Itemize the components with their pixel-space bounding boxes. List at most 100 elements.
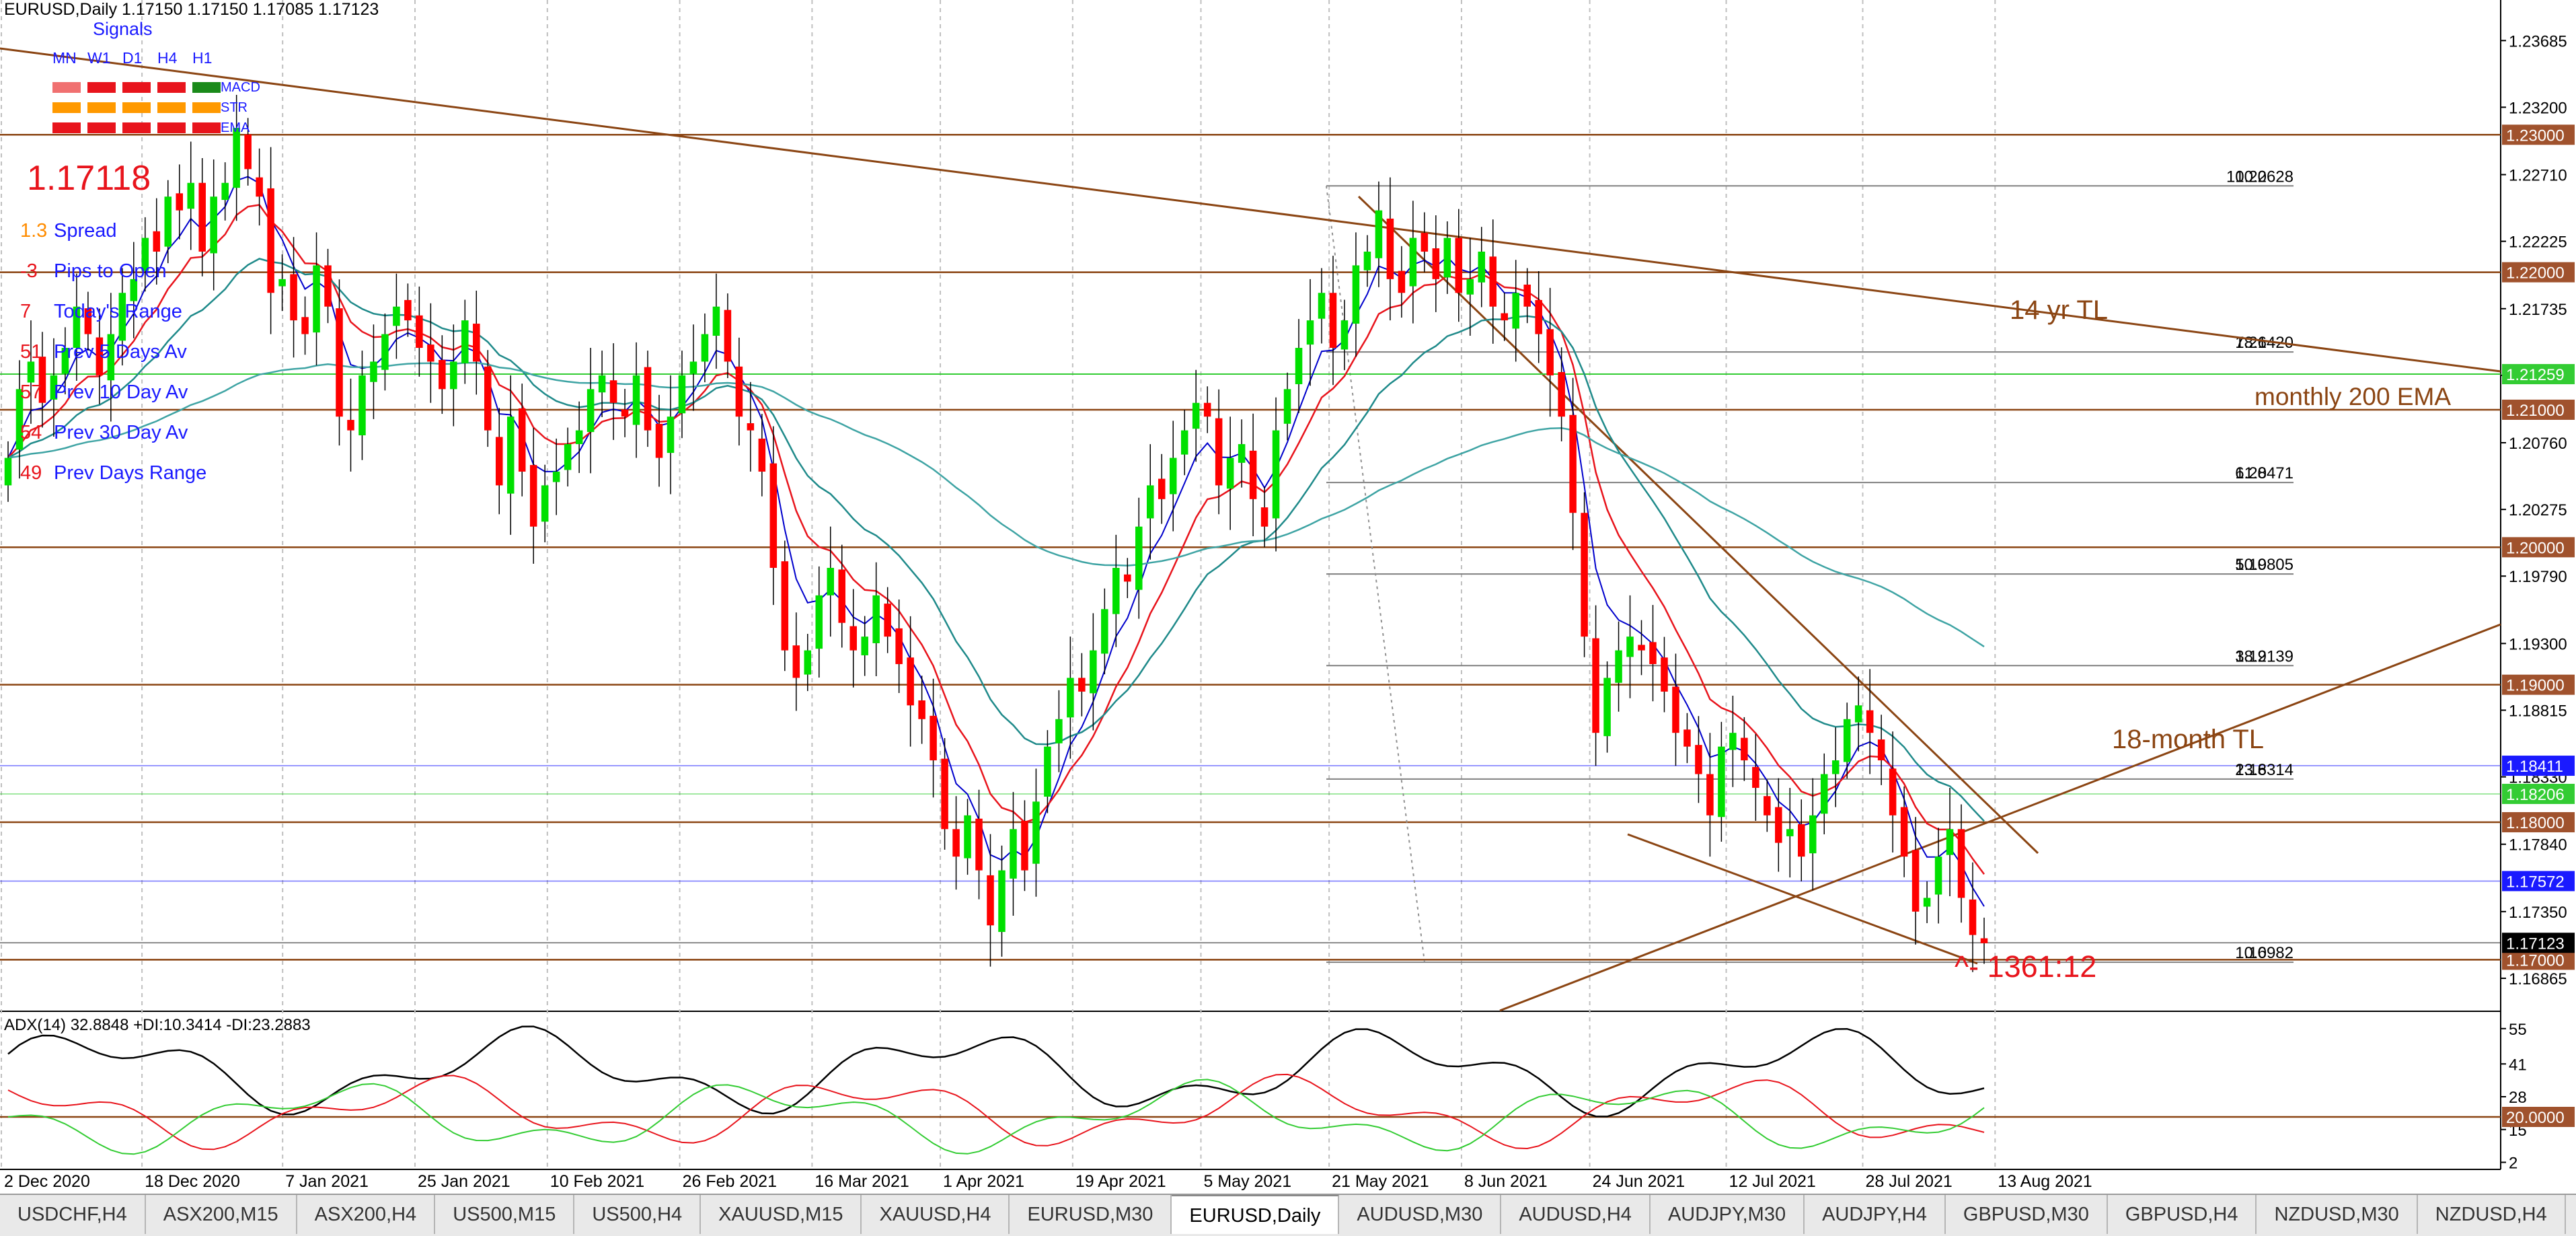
candle-body (1101, 609, 1108, 654)
level-price-label: 1.23000 (2506, 126, 2565, 145)
candle-body (918, 700, 925, 719)
chart-tab-bar: USDCHF,H4 ASX200,M15 ASX200,H4 US500,M15… (0, 1194, 2576, 1236)
tab-xauusd-m15[interactable]: XAUUSD,M15 (701, 1195, 862, 1234)
candle-body (1010, 829, 1017, 879)
tab-more[interactable]: U (2566, 1195, 2576, 1234)
candle-body (1831, 760, 1840, 774)
symbol-info: EURUSD,Daily 1.17150 1.17150 1.17085 1.1… (4, 0, 379, 19)
tab-usdchf-h4[interactable]: USDCHF,H4 (0, 1195, 146, 1234)
tab-nzdusd-h4[interactable]: NZDUSD,H4 (2418, 1195, 2566, 1234)
candle-body (1718, 746, 1725, 817)
candle-body (849, 626, 857, 651)
candle-body (884, 604, 891, 637)
candle-body (1626, 637, 1634, 657)
signal-cell (87, 122, 116, 133)
level-price-box (2502, 399, 2575, 420)
candle-body (552, 471, 560, 482)
candle-body (130, 279, 138, 301)
candle-body (529, 465, 537, 527)
tab-eurusd-daily[interactable]: EURUSD,Daily (1172, 1195, 1340, 1234)
stat-value: 1.3 (20, 220, 47, 242)
stat-label: Pips to Open (54, 260, 167, 282)
candle-body (1820, 774, 1828, 814)
y-tick-label: 1.19300 (2509, 635, 2567, 653)
candle-body (1786, 829, 1794, 836)
y-tick-label: 1.23685 (2509, 32, 2567, 50)
tab-eurusd-m30[interactable]: EURUSD,M30 (1010, 1195, 1172, 1234)
tab-audusd-h4[interactable]: AUDUSD,H4 (1501, 1195, 1651, 1234)
candle-body (1078, 678, 1086, 692)
candle-body (1090, 650, 1097, 694)
candle-body (267, 188, 274, 293)
y-tick-label: 1.20275 (2509, 501, 2567, 519)
tab-gbpusd-m30[interactable]: GBPUSD,M30 (1946, 1195, 2108, 1234)
candle-body (427, 344, 434, 362)
candle-body (689, 361, 697, 374)
candle-body (1352, 265, 1360, 324)
pips-annotation: ^- 1361:12 (1955, 949, 2096, 984)
candle-body (1226, 458, 1234, 489)
fib-price: 1.20471 (2235, 464, 2294, 482)
candle-body (1169, 458, 1177, 495)
fibonacci-retracement[interactable]: 100.01.2262878.61.2142061.81.2047150.01.… (1326, 168, 2294, 964)
candle-body (1535, 299, 1542, 334)
level-price-box (2502, 674, 2575, 695)
adx-pane[interactable] (0, 1013, 2501, 1169)
lower-channel-line (1627, 833, 1978, 965)
x-tick-label: 7 Jan 2021 (285, 1172, 369, 1191)
candle-body (1592, 638, 1599, 733)
tab-audjpy-h4[interactable]: AUDJPY,H4 (1805, 1195, 1946, 1234)
fib-level: 23.6 (2235, 761, 2267, 779)
candle-body (233, 128, 240, 188)
trendlines[interactable] (0, 47, 2501, 1012)
tab-us500-h4[interactable]: US500,H4 (574, 1195, 702, 1234)
candle-body (324, 265, 332, 307)
candle-body (176, 193, 184, 211)
tab-audusd-m30[interactable]: AUDUSD,M30 (1339, 1195, 1502, 1234)
price-label: 1.18411 (2506, 758, 2563, 776)
candle-body (735, 366, 743, 417)
candle-body (1501, 313, 1508, 321)
candle-body (1420, 233, 1429, 252)
candle-body (4, 458, 12, 486)
x-tick-label: 10 Feb 2021 (550, 1172, 644, 1191)
candle-body (1798, 824, 1805, 857)
stat-value: 54 (20, 422, 42, 443)
candle-body (872, 595, 880, 643)
x-tick-label: 19 Apr 2021 (1075, 1172, 1166, 1191)
x-tick-label: 13 Aug 2021 (1998, 1172, 2092, 1191)
candle-body (598, 375, 606, 393)
candle-body (712, 306, 720, 336)
candle-body (815, 595, 823, 649)
candle-body (586, 389, 595, 433)
chart-area[interactable]: 100.01.2262878.61.2142061.81.2047150.01.… (0, 0, 2576, 1194)
level-price-box (2502, 262, 2575, 283)
tab-asx200-m15[interactable]: ASX200,M15 (146, 1195, 297, 1234)
candle-body (1706, 774, 1714, 815)
candle-body (518, 408, 526, 472)
candle-body (1752, 766, 1759, 788)
signal-timeframe: H4 (157, 49, 178, 67)
adx-tick-label: 41 (2509, 1056, 2527, 1074)
tab-us500-m15[interactable]: US500,M15 (435, 1195, 575, 1234)
price-box (2502, 783, 2575, 804)
candlesticks[interactable] (4, 95, 1988, 972)
signal-cell (157, 122, 186, 133)
candle-body (347, 420, 354, 431)
tab-xauusd-h4[interactable]: XAUUSD,H4 (862, 1195, 1010, 1234)
candle-body (827, 567, 835, 595)
tab-gbpusd-h4[interactable]: GBPUSD,H4 (2108, 1195, 2257, 1234)
tab-audjpy-m30[interactable]: AUDJPY,M30 (1651, 1195, 1805, 1234)
price-pane[interactable] (0, 0, 2501, 1011)
signal-cell (87, 82, 116, 93)
level-price-box (2502, 124, 2575, 145)
tab-nzdusd-m30[interactable]: NZDUSD,M30 (2257, 1195, 2418, 1234)
candle-body (1055, 719, 1063, 743)
candle-body (1615, 650, 1622, 683)
y-tick-label: 1.21735 (2509, 301, 2567, 319)
candle-body (769, 463, 778, 568)
tab-asx200-h4[interactable]: ASX200,H4 (297, 1195, 436, 1234)
candle-body (393, 306, 400, 326)
tl14-label: 14 yr TL (2010, 295, 2108, 325)
